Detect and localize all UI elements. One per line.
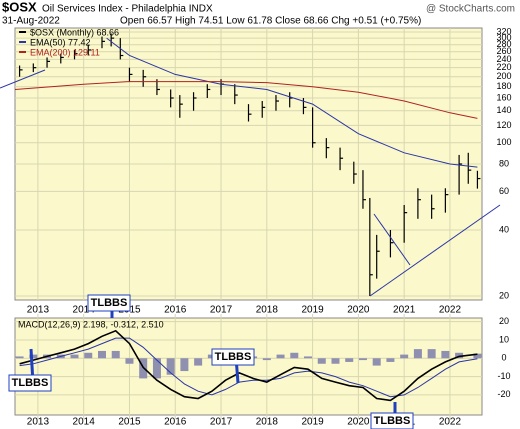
y-tick-label: -20 <box>497 389 510 399</box>
x-tick-label: 2016 <box>164 305 187 316</box>
symbol: $OSX <box>2 0 37 14</box>
y-tick-label: 300 <box>496 33 511 43</box>
histogram-bar <box>290 352 299 359</box>
histogram-bar <box>111 350 120 359</box>
x-tick-label: 2013 <box>27 305 50 316</box>
histogram-bar <box>262 358 271 361</box>
legend-swatch <box>19 41 26 43</box>
date: 31-Aug-2022 <box>2 16 60 27</box>
annotation-box <box>8 374 52 392</box>
y-tick-label: 280 <box>496 39 511 49</box>
histogram-bar <box>97 350 106 359</box>
series-line <box>106 37 478 168</box>
macd-panel <box>14 317 483 416</box>
x-tick-label: 2017 <box>210 417 233 428</box>
histogram-bar <box>304 356 313 359</box>
x-tick-label: 2014 <box>73 305 96 316</box>
x-tick-label: 2016 <box>164 417 187 428</box>
y-tick-label: 140 <box>496 105 511 115</box>
watermark: @ StockCharts.com <box>426 4 515 15</box>
y-tick-label: 320 <box>496 26 511 36</box>
legend-label: EMA(200) 129.11 <box>30 47 100 57</box>
x-tick-label: 2014 <box>73 417 96 428</box>
x-tick-label: 2017 <box>210 305 233 316</box>
trendline <box>0 69 46 89</box>
series-line <box>19 329 478 402</box>
y-tick-label: 60 <box>499 186 509 196</box>
trendline <box>369 204 501 297</box>
histogram-bar <box>317 358 326 364</box>
histogram-bar <box>70 354 79 359</box>
y-tick-label: 240 <box>496 54 511 64</box>
x-tick-label: 2022 <box>439 417 462 428</box>
histogram-bar <box>29 354 38 359</box>
trendline <box>373 213 411 266</box>
y-tick-label: 220 <box>496 62 511 72</box>
y-tick-label: -10 <box>497 371 510 381</box>
series-line <box>14 81 478 119</box>
x-tick-label: 2019 <box>301 305 324 316</box>
annotation-box <box>87 294 131 312</box>
histogram-bar <box>345 358 354 362</box>
x-tick-label: 2018 <box>256 417 279 428</box>
y-tick-label: 20 <box>499 316 509 326</box>
chart-title: Oil Services Index - Philadelphia INDX <box>42 4 213 15</box>
histogram-bar <box>84 352 93 359</box>
histogram-bar <box>125 358 134 364</box>
y-tick-label: 260 <box>496 46 511 56</box>
y-tick-label: 120 <box>496 120 511 130</box>
x-tick-label: 2020 <box>347 305 370 316</box>
histogram-bar <box>427 349 436 359</box>
y-tick-label: 200 <box>496 71 511 81</box>
histogram-bar <box>331 358 340 364</box>
annotation: TLBBS <box>91 297 128 309</box>
macd-legend: MACD(12,26,9) 2.198, -0.312, 2.510 <box>18 319 164 329</box>
x-tick-label: 2020 <box>347 417 370 428</box>
histogram-bar <box>152 358 161 379</box>
y-tick-label: 10 <box>499 334 509 344</box>
x-tick-label: 2013 <box>27 417 50 428</box>
histogram-bar <box>276 354 285 359</box>
x-tick-label: 2021 <box>393 305 416 316</box>
annotation: TLBBS <box>12 377 49 389</box>
histogram-bar <box>166 358 175 375</box>
quote: Open 66.57 High 74.51 Low 61.78 Close 68… <box>120 16 421 27</box>
x-tick-label: 2015 <box>118 417 141 428</box>
y-tick-label: 40 <box>499 224 509 234</box>
histogram-bar <box>413 349 422 359</box>
y-tick-label: 100 <box>496 137 511 147</box>
y-tick-label: 160 <box>496 92 511 102</box>
histogram-bar <box>372 358 381 366</box>
x-tick-label: 2019 <box>301 417 324 428</box>
x-tick-label: 2022 <box>439 305 462 316</box>
annotation-box <box>211 348 255 366</box>
y-tick-label: 180 <box>496 81 511 91</box>
histogram-bar <box>386 358 395 362</box>
y-tick-label: 0 <box>501 353 506 363</box>
histogram-bar <box>358 358 367 361</box>
histogram-bar <box>400 354 409 359</box>
annotation: TLBBS <box>374 415 411 427</box>
annotation-box <box>370 412 414 429</box>
legend-swatch <box>19 51 26 53</box>
histogram-bar <box>473 353 482 359</box>
y-tick-label: 20 <box>499 290 509 300</box>
legend-swatch <box>19 31 26 33</box>
histogram-bar <box>441 350 450 359</box>
histogram-bar <box>455 352 464 359</box>
annotation: TLBBS <box>215 351 252 363</box>
histogram-bar <box>180 358 189 372</box>
y-tick-label: 80 <box>499 158 509 168</box>
legend-label: EMA(50) 77.42 <box>30 37 91 47</box>
histogram-bar <box>194 358 203 366</box>
legend-label: $OSX (Monthly) 68.66 <box>30 27 119 37</box>
x-tick-label: 2018 <box>256 305 279 316</box>
histogram-bar <box>15 356 24 359</box>
